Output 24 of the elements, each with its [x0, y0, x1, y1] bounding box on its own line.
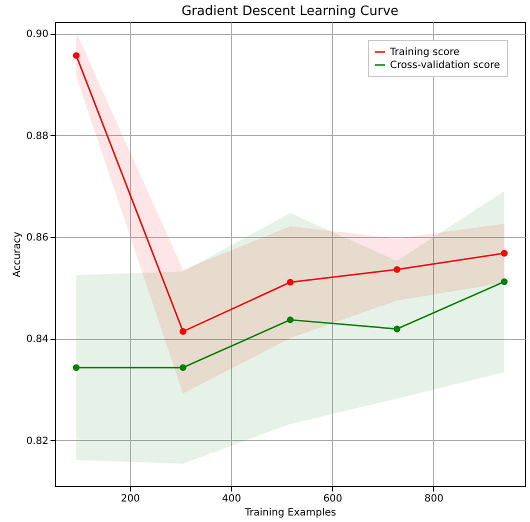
legend-label: Training score — [389, 47, 460, 58]
point — [72, 364, 80, 371]
point — [394, 326, 400, 332]
point — [72, 52, 80, 59]
x-tick-label: 400 — [222, 494, 242, 504]
point — [500, 278, 508, 286]
legend-label: Cross-validation score — [390, 60, 500, 71]
x-tick-label: 600 — [323, 494, 342, 504]
x-tick-label: 200 — [120, 494, 140, 504]
y-tick-label: 0.86 — [26, 232, 48, 244]
y-tick-label: 0.90 — [26, 29, 48, 40]
x-tick-label: 800 — [424, 494, 444, 504]
point — [286, 316, 294, 324]
y-tick-label: 0.82 — [26, 436, 48, 447]
chart-title: Gradient Descent Learning Curve — [181, 4, 399, 19]
point — [180, 328, 186, 335]
point — [394, 266, 400, 273]
y-tick-label: 0.84 — [26, 334, 48, 346]
y-axis-title: Accuracy — [12, 232, 24, 278]
y-tick-label: 0.88 — [26, 130, 48, 142]
point — [286, 278, 294, 286]
x-axis-title: Training Examples — [244, 508, 336, 518]
point — [180, 364, 186, 371]
point — [500, 250, 508, 257]
